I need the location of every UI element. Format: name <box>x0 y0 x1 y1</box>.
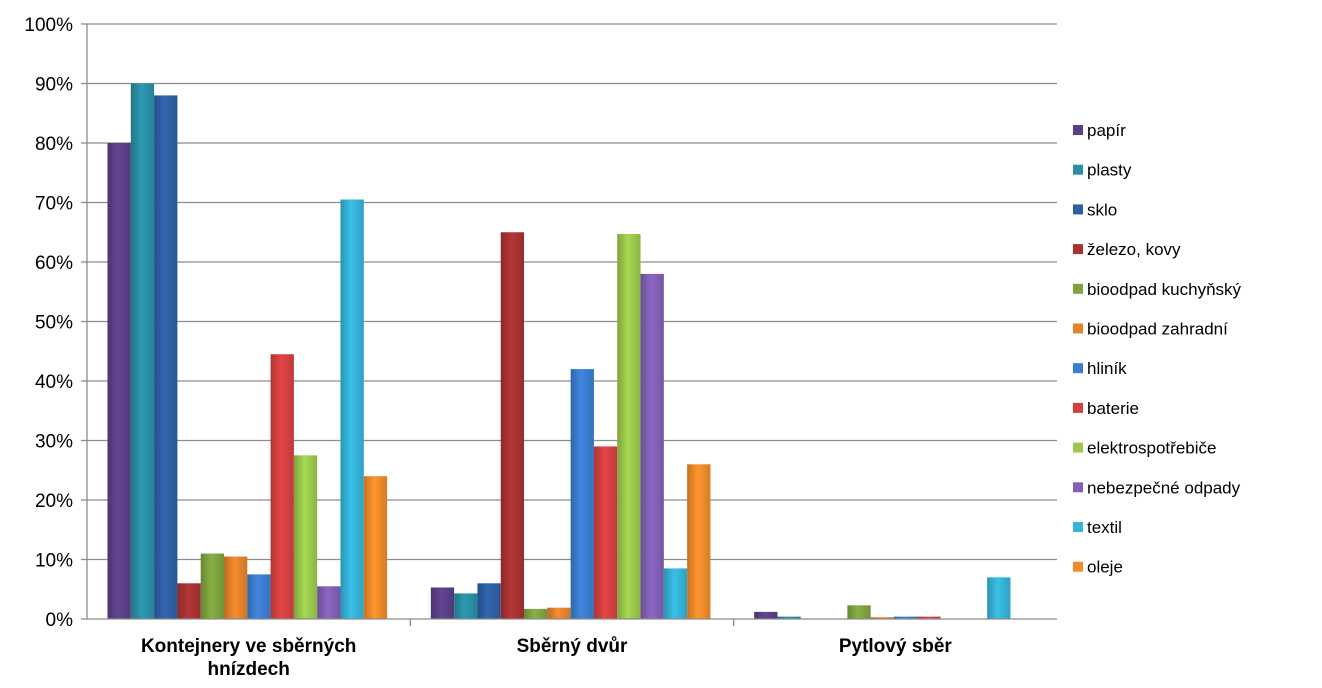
bar-plasty <box>130 83 155 619</box>
bar-bioodpad-kuchy-sk- <box>847 605 871 619</box>
gridlines <box>87 23 1057 561</box>
legend-swatch <box>1073 125 1083 135</box>
bar-nebezpe-n-odpady <box>640 273 664 619</box>
legend-swatch <box>1073 164 1083 175</box>
bar-bioodpad-kuchy-sk- <box>200 553 224 619</box>
bar-baterie <box>593 446 618 619</box>
bar-oleje <box>687 464 711 619</box>
bar-bioodpad-zahradn- <box>870 617 894 619</box>
bar-bioodpad-zahradn- <box>547 607 571 619</box>
y-tick-label: 40% <box>35 372 73 393</box>
bar-pap-r <box>754 611 778 619</box>
legend-swatch <box>1073 244 1083 255</box>
legend-label: plasty <box>1087 161 1132 180</box>
y-tick-label: 20% <box>35 491 73 512</box>
legend: papír plasty sklo železo, kovy bioodpad kuch… <box>1073 121 1242 577</box>
legend-label: baterie <box>1087 399 1139 418</box>
bar-textil <box>663 568 688 619</box>
bar--elezo-kovy <box>177 583 201 619</box>
bar-hlin-k <box>893 616 918 619</box>
bar-textil <box>987 577 1011 619</box>
legend-label: bioodpad zahradní <box>1087 320 1228 339</box>
bar-pap-r <box>107 143 131 619</box>
bar-plasty <box>777 616 801 619</box>
y-tick-label: 30% <box>35 432 73 453</box>
legend-label: hliník <box>1087 359 1127 378</box>
legend-swatch <box>1073 482 1083 493</box>
bar-elektrospot-ebi-e <box>293 455 318 619</box>
bar-bioodpad-kuchy-sk- <box>524 608 548 619</box>
x-tick-label: Sběrný dvůr <box>517 636 628 657</box>
legend-swatch <box>1073 561 1083 572</box>
legend-label: nebezpečné odpady <box>1087 478 1241 497</box>
legend-swatch <box>1073 402 1083 413</box>
bar-elektrospot-ebi-e <box>617 234 641 619</box>
legend-label: sklo <box>1087 200 1117 219</box>
bars <box>107 83 1011 619</box>
y-tick-label: 60% <box>35 253 73 274</box>
x-tick-label: Kontejnery ve sběrných hnízdech <box>141 636 356 680</box>
bar-hlin-k <box>570 369 594 619</box>
bar-nebezpe-n-odpady <box>317 586 341 619</box>
y-tick-label: 80% <box>35 134 73 155</box>
bar-baterie <box>917 616 941 619</box>
y-tick-label: 50% <box>35 313 73 334</box>
bar-textil <box>340 199 364 619</box>
bar-bioodpad-zahradn- <box>224 556 248 619</box>
y-tick-label: 10% <box>35 551 73 572</box>
bar--elezo-kovy <box>500 232 525 619</box>
bar-plasty <box>454 593 478 619</box>
x-tick-label: Pytlový sběr <box>839 636 953 657</box>
bar-oleje <box>363 476 388 619</box>
legend-label: textil <box>1087 518 1122 537</box>
y-tick-label: 0% <box>46 610 74 631</box>
y-tick-label: 100% <box>24 15 73 36</box>
legend-label: bioodpad kuchyňský <box>1087 280 1242 299</box>
axes: 0% 10% 20% 30% 40% 50% 60% 70% 80% 90% 100% Kontejn… <box>24 15 1057 680</box>
legend-swatch <box>1073 204 1083 215</box>
legend-label: oleje <box>1087 558 1123 577</box>
bar-sklo <box>477 583 501 619</box>
legend-swatch <box>1073 323 1083 334</box>
bar-baterie <box>270 354 294 619</box>
y-tick-label: 90% <box>35 75 73 96</box>
bar-sklo <box>154 95 178 619</box>
y-tick-label: 70% <box>35 194 73 215</box>
legend-swatch <box>1073 522 1083 532</box>
legend-swatch <box>1073 363 1083 374</box>
bar-pap-r <box>430 587 455 619</box>
legend-label: papír <box>1087 121 1126 140</box>
legend-label: železo, kovy <box>1087 240 1181 259</box>
legend-label: elektrospotřebiče <box>1087 439 1216 458</box>
bar-hlin-k <box>247 574 271 619</box>
legend-swatch <box>1073 442 1083 453</box>
legend-swatch <box>1073 283 1083 294</box>
